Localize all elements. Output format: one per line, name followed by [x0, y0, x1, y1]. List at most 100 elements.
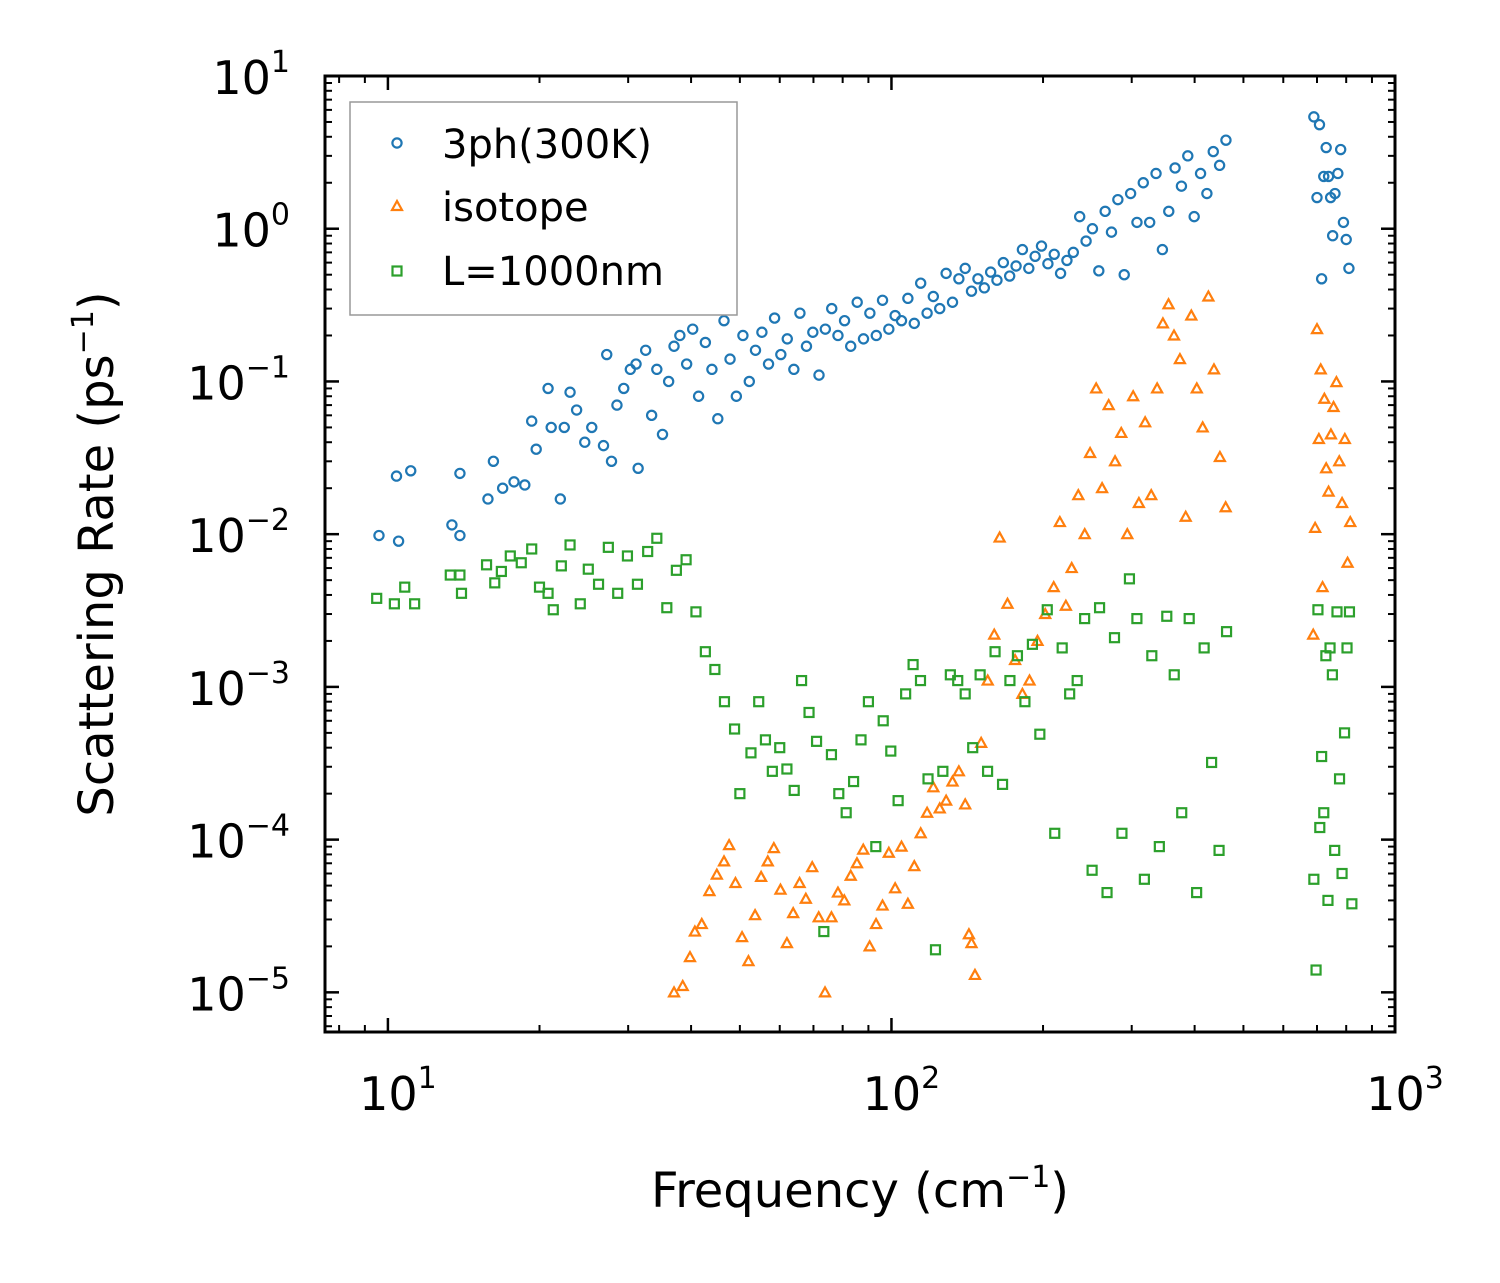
- point-1-41: [932, 801, 947, 814]
- point-0-5: [454, 529, 466, 542]
- legend: 3ph(300K) isotope L=1000nm: [349, 101, 738, 316]
- point-0-94: [1042, 258, 1054, 270]
- point-2-89: [1138, 873, 1150, 885]
- point-0-105: [1112, 193, 1124, 206]
- point-0-76: [927, 290, 940, 303]
- point-2-9: [495, 565, 507, 578]
- point-0-124: [1311, 191, 1323, 204]
- point-2-69: [989, 646, 1001, 658]
- point-2-62: [937, 765, 949, 777]
- point-0-13: [530, 443, 542, 455]
- point-0-48: [749, 344, 762, 356]
- point-2-79: [1064, 688, 1076, 700]
- point-0-29: [632, 462, 644, 474]
- point-1-64: [1077, 526, 1092, 540]
- point-2-6: [455, 587, 468, 599]
- point-2-48: [833, 788, 845, 800]
- point-2-98: [1206, 756, 1218, 769]
- point-0-0: [373, 529, 385, 542]
- point-0-30: [639, 344, 652, 356]
- point-0-42: [712, 413, 724, 425]
- point-0-55: [794, 307, 806, 319]
- point-1-105: [1343, 514, 1358, 528]
- point-0-59: [819, 323, 832, 335]
- point-1-68: [1101, 397, 1116, 411]
- point-0-7: [482, 493, 494, 505]
- point-1-99: [1326, 399, 1341, 413]
- point-2-83: [1093, 602, 1106, 614]
- point-2-3: [409, 598, 421, 610]
- point-2-58: [907, 658, 919, 671]
- point-1-93: [1313, 362, 1328, 375]
- point-0-111: [1150, 167, 1162, 180]
- point-0-35: [668, 340, 680, 352]
- point-0-54: [788, 363, 800, 376]
- point-0-16: [554, 493, 567, 505]
- series-0: [373, 111, 1355, 547]
- point-0-46: [737, 329, 749, 342]
- point-0-110: [1143, 216, 1156, 229]
- point-2-116: [1341, 642, 1353, 654]
- point-1-91: [1310, 321, 1324, 335]
- point-0-63: [845, 340, 857, 352]
- point-1-82: [1184, 308, 1199, 321]
- point-1-2: [683, 949, 697, 963]
- point-1-87: [1213, 449, 1227, 463]
- point-0-114: [1169, 162, 1181, 174]
- point-1-70: [1114, 425, 1129, 439]
- point-2-30: [690, 606, 702, 618]
- point-2-72: [1011, 650, 1024, 662]
- point-0-107: [1124, 187, 1137, 200]
- point-1-38: [913, 826, 928, 839]
- point-0-136: [1340, 233, 1352, 246]
- y-tick-label: 10−1: [187, 350, 290, 410]
- point-2-55: [885, 745, 897, 757]
- point-0-119: [1201, 187, 1213, 200]
- point-1-59: [1046, 579, 1061, 593]
- point-1-6: [709, 867, 724, 880]
- point-2-8: [489, 577, 501, 589]
- point-1-12: [748, 907, 762, 921]
- point-2-37: [753, 696, 765, 708]
- point-0-99: [1073, 210, 1086, 223]
- point-2-56: [892, 795, 904, 807]
- point-0-84: [978, 282, 991, 294]
- point-0-11: [519, 479, 531, 491]
- point-2-45: [810, 735, 823, 747]
- point-1-63: [1071, 487, 1086, 501]
- point-1-61: [1058, 598, 1073, 611]
- point-0-103: [1099, 205, 1111, 218]
- point-2-18: [574, 598, 586, 610]
- point-0-62: [838, 314, 851, 327]
- point-2-23: [621, 550, 634, 562]
- point-2-13: [533, 581, 546, 593]
- point-2-96: [1191, 886, 1203, 899]
- point-0-38: [687, 323, 699, 335]
- y-tick-label: 10−5: [187, 961, 290, 1021]
- point-0-71: [895, 314, 908, 327]
- point-0-9: [496, 482, 509, 494]
- point-1-103: [1337, 431, 1352, 445]
- point-1-40: [926, 780, 941, 793]
- point-0-72: [902, 292, 914, 305]
- point-0-31: [645, 409, 658, 422]
- point-0-56: [800, 340, 813, 352]
- point-1-89: [1306, 627, 1321, 640]
- point-1-96: [1319, 461, 1334, 474]
- point-0-131: [1326, 230, 1339, 242]
- point-2-26: [651, 532, 663, 544]
- point-0-43: [718, 314, 730, 327]
- point-0-15: [545, 421, 557, 434]
- point-0-83: [972, 273, 984, 285]
- point-2-50: [847, 775, 860, 788]
- point-0-1: [392, 535, 405, 547]
- point-2-82: [1086, 864, 1098, 876]
- point-0-121: [1213, 159, 1226, 172]
- point-2-81: [1079, 613, 1091, 625]
- point-0-88: [1003, 270, 1016, 282]
- point-1-102: [1335, 495, 1349, 509]
- point-2-38: [759, 734, 772, 746]
- point-2-80: [1071, 674, 1083, 687]
